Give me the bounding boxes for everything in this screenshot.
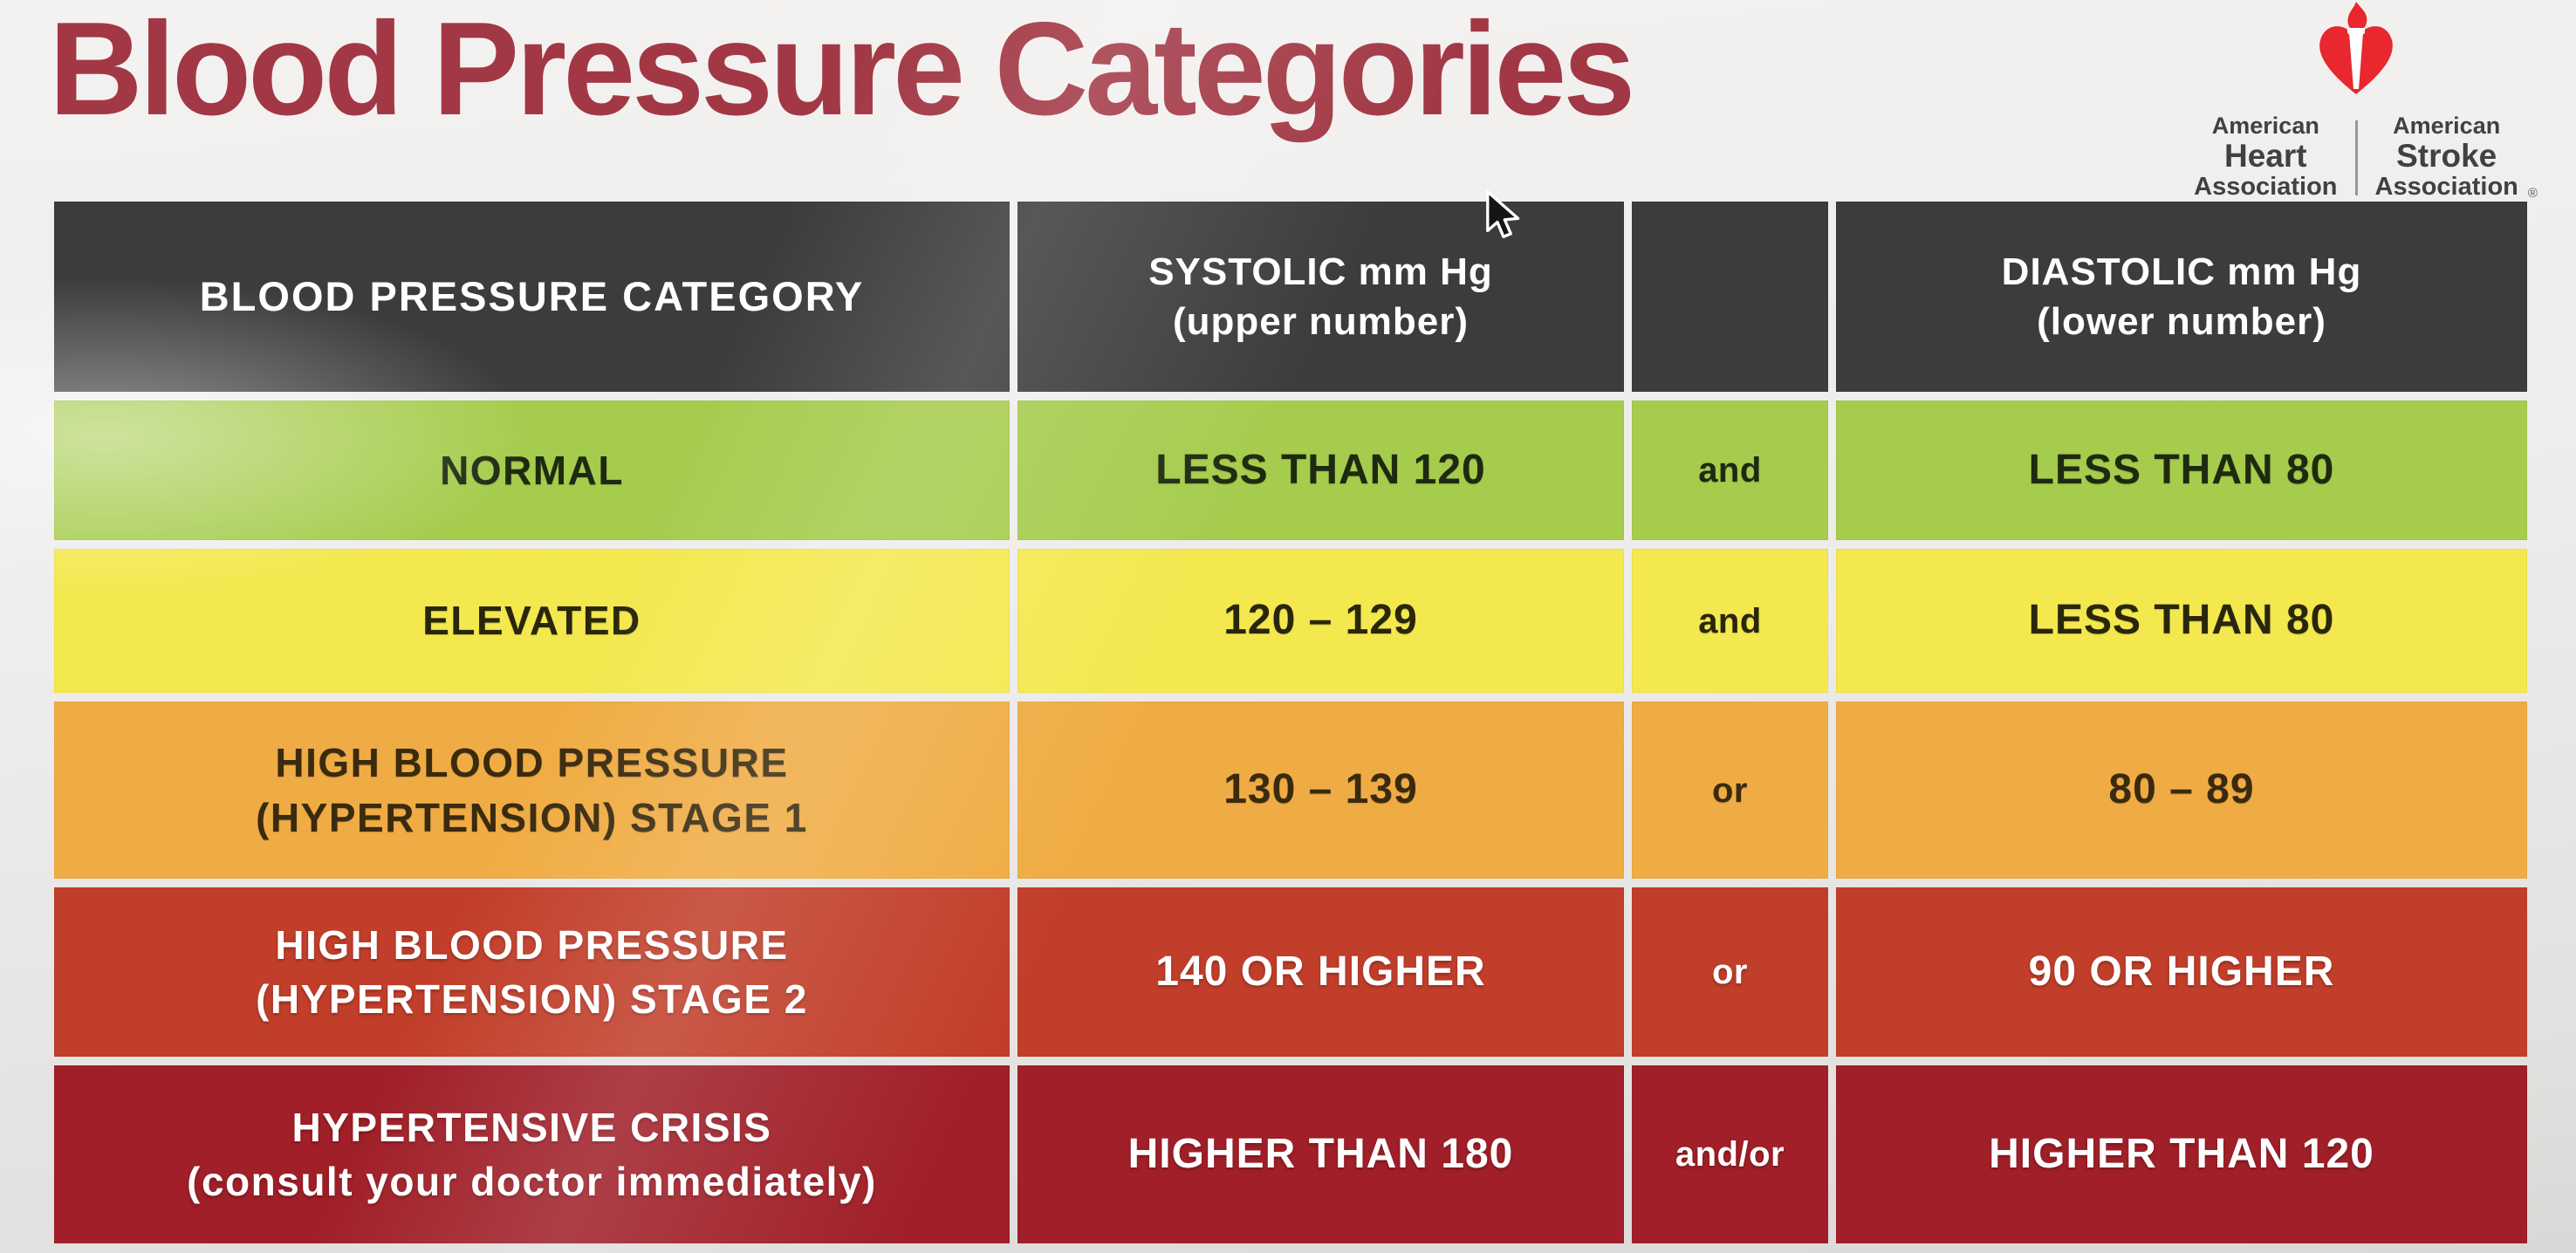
logo-heart-association-text: American Heart Association xyxy=(2194,113,2338,202)
row-normal-connector: and xyxy=(1632,401,1828,540)
row-stage1-systolic: 130 – 139 xyxy=(1017,702,1624,879)
blood-pressure-table: BLOOD PRESSURE CATEGORY SYSTOLIC mm Hg (… xyxy=(54,202,2527,1243)
header-cell-systolic: SYSTOLIC mm Hg (upper number) xyxy=(1017,202,1624,392)
row-stage1-connector: or xyxy=(1632,702,1828,879)
row-normal-category: NORMAL xyxy=(54,401,1010,540)
row-stage2-connector: or xyxy=(1632,887,1828,1057)
mouse-cursor-icon xyxy=(1486,190,1520,238)
header-cell-connector xyxy=(1632,202,1828,392)
header-cell-category: BLOOD PRESSURE CATEGORY xyxy=(54,202,1010,392)
row-stage1-category: HIGH BLOOD PRESSURE (HYPERTENSION) STAGE… xyxy=(54,702,1010,879)
row-crisis-systolic: HIGHER THAN 180 xyxy=(1017,1065,1624,1243)
row-elevated-systolic: 120 – 129 xyxy=(1017,549,1624,693)
page-title: Blood Pressure Categories xyxy=(49,0,1635,143)
heart-torch-icon xyxy=(2319,2,2393,95)
row-crisis-diastolic: HIGHER THAN 120 xyxy=(1836,1065,2527,1243)
logo-divider xyxy=(2354,120,2358,195)
row-stage2-category: HIGH BLOOD PRESSURE (HYPERTENSION) STAGE… xyxy=(54,887,1010,1057)
row-stage1-diastolic: 80 – 89 xyxy=(1836,702,2527,879)
row-elevated-diastolic: LESS THAN 80 xyxy=(1836,549,2527,693)
aha-asa-logo: American Heart Association American Stro… xyxy=(2155,2,2557,201)
row-elevated-connector: and xyxy=(1632,549,1828,693)
registered-trademark: ® xyxy=(2527,186,2538,202)
row-stage2-diastolic: 90 OR HIGHER xyxy=(1836,887,2527,1057)
logo-stroke-association-text: American Stroke Association ® xyxy=(2374,113,2538,202)
row-normal-diastolic: LESS THAN 80 xyxy=(1836,401,2527,540)
row-crisis-connector: and/or xyxy=(1632,1065,1828,1243)
row-elevated-category: ELEVATED xyxy=(54,549,1010,693)
logo-text: American Heart Association American Stro… xyxy=(2194,113,2538,202)
row-normal-systolic: LESS THAN 120 xyxy=(1017,401,1624,540)
header-cell-diastolic: DIASTOLIC mm Hg (lower number) xyxy=(1836,202,2527,392)
row-stage2-systolic: 140 OR HIGHER xyxy=(1017,887,1624,1057)
row-crisis-category: HYPERTENSIVE CRISIS (consult your doctor… xyxy=(54,1065,1010,1243)
